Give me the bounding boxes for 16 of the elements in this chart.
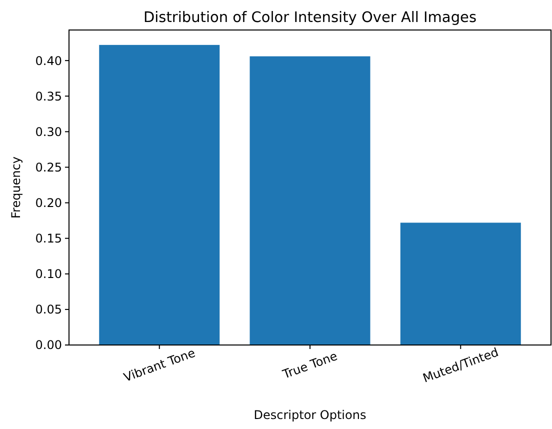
chart-title: Distribution of Color Intensity Over All Images — [143, 10, 477, 26]
y-tick-label: 0.35 — [35, 89, 62, 104]
y-tick-label: 0.05 — [35, 302, 62, 317]
y-axis-title: Frequency — [9, 156, 23, 218]
y-tick-label: 0.15 — [35, 232, 62, 246]
y-tick-label: 0.30 — [35, 124, 62, 139]
bar — [250, 56, 370, 345]
y-tick-label: 0.10 — [35, 267, 62, 282]
bar — [400, 222, 521, 345]
x-tick-label: True Tone — [280, 348, 340, 382]
y-tick-label: 0.00 — [35, 338, 62, 352]
bar — [99, 44, 220, 345]
x-axis-title: Descriptor Options — [254, 408, 366, 422]
y-tick-label: 0.20 — [35, 196, 62, 210]
y-tick-label: 0.25 — [35, 160, 62, 174]
y-tick-label: 0.40 — [35, 54, 62, 68]
